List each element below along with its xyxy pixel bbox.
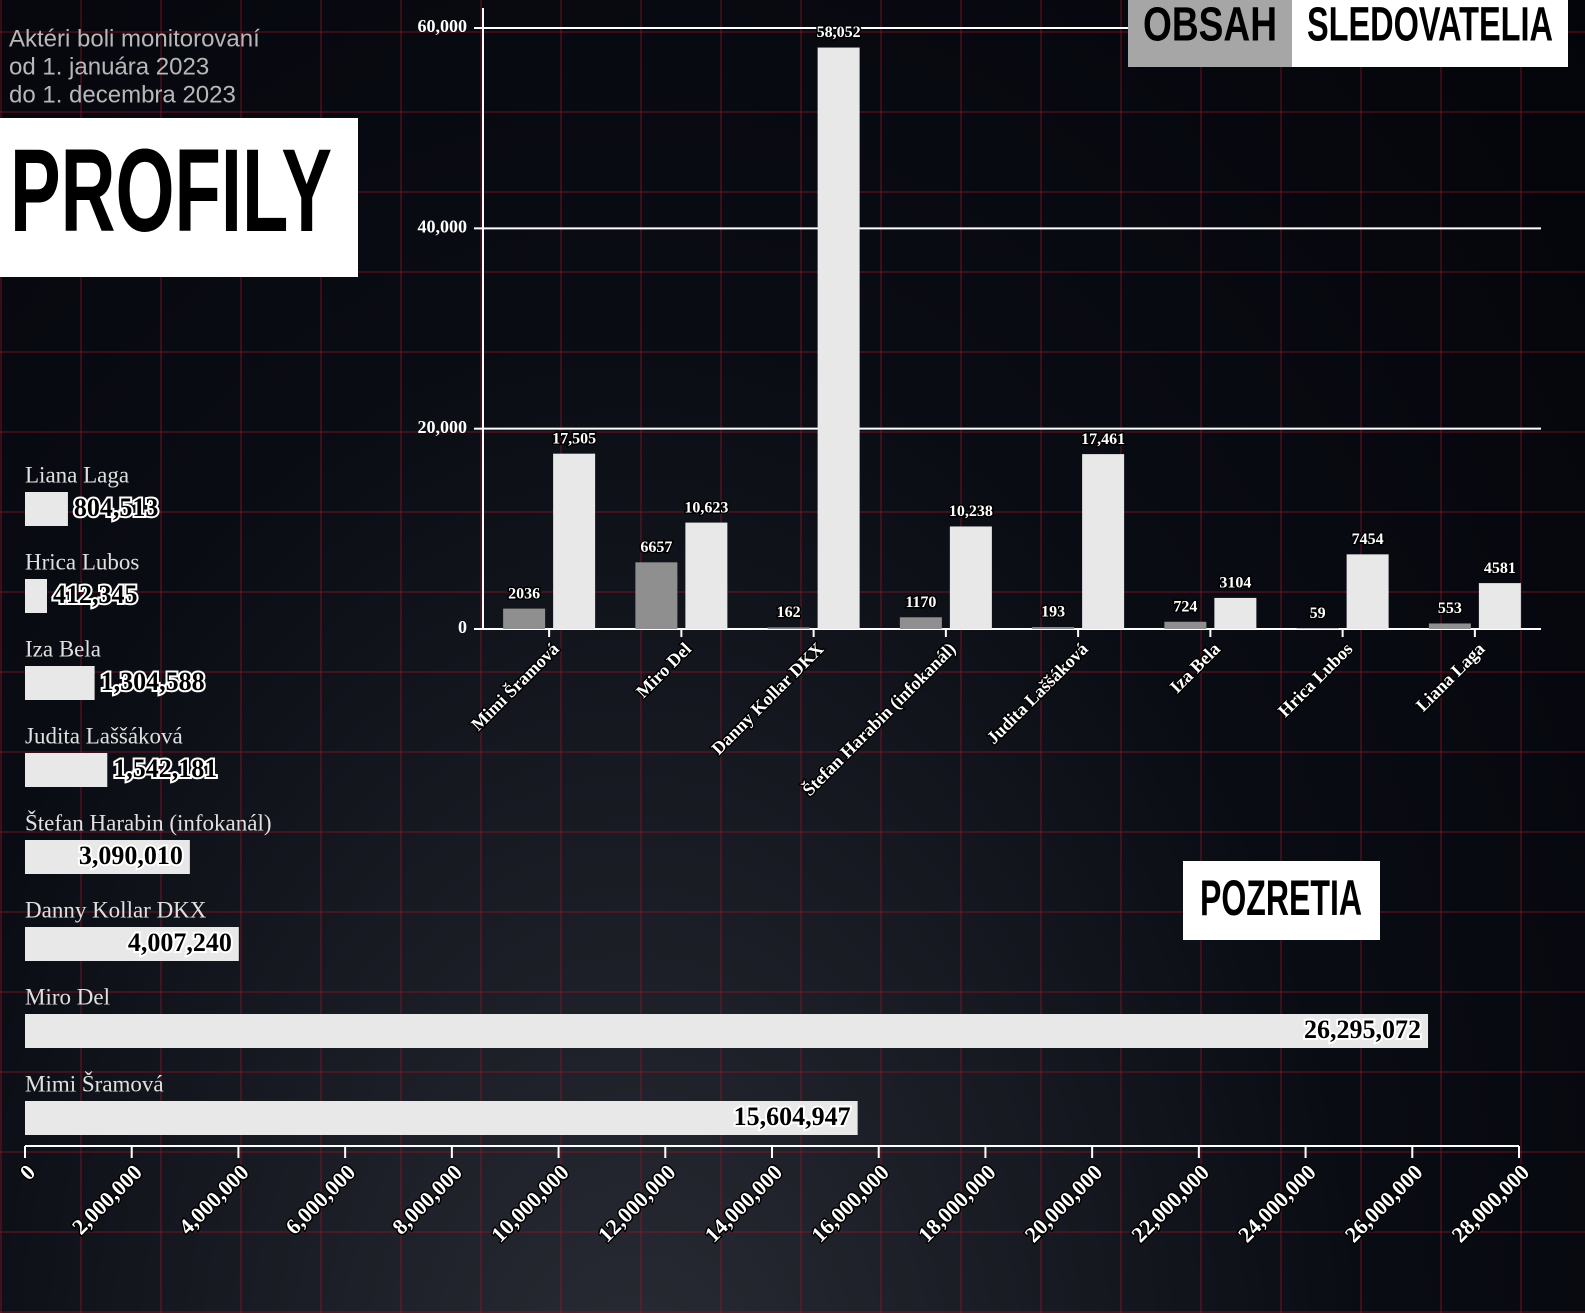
bar-value-label: 553 <box>1438 600 1462 617</box>
bar <box>1296 628 1339 629</box>
bar-value-label: 26,295,072 <box>1304 1015 1421 1044</box>
bar-value-label: 17,461 <box>1081 431 1125 448</box>
bar <box>1346 554 1389 629</box>
x-tick-label: 22,000,000 <box>1126 1159 1214 1247</box>
legend-tab[interactable] <box>1128 0 1292 67</box>
bar <box>685 522 728 629</box>
category-label: Hrica Lubos <box>25 549 139 574</box>
x-tick-label: 18,000,000 <box>913 1159 1001 1247</box>
category-label: Danny Kollar DKX <box>25 897 207 922</box>
bar <box>1082 454 1125 629</box>
y-tick-label: 60,000 <box>418 16 468 36</box>
y-tick-label: 40,000 <box>418 216 468 236</box>
y-tick-label: 0 <box>458 617 467 637</box>
bar <box>949 526 992 629</box>
category-label: Judita Laššáková <box>25 723 183 748</box>
bar-value-label: 58,052 <box>817 24 861 41</box>
bar-value-label: 1170 <box>905 594 936 611</box>
category-label: Miro Del <box>25 984 110 1009</box>
bar-value-label: 1,542,181 <box>113 754 217 783</box>
x-tick-label: 8,000,000 <box>387 1159 467 1239</box>
category-label: Mimi Šramová <box>25 1070 164 1096</box>
category-label: Liana Laga <box>25 462 129 487</box>
legend-label[interactable]: SLEDOVATELIA <box>1307 0 1553 52</box>
chart-title: POZRETIA <box>1200 870 1362 926</box>
bar-value-label: 10,238 <box>949 503 993 520</box>
bar <box>25 1014 1429 1048</box>
bar-value-label: 804,513 <box>74 493 159 522</box>
legend-tab[interactable] <box>1292 0 1568 67</box>
bar-value-label: 162 <box>777 604 801 621</box>
bar-value-label: 6657 <box>640 539 672 556</box>
x-tick-label: Mimi Šramová <box>466 638 563 735</box>
chart-title-box <box>1183 861 1380 940</box>
bar-value-label: 3,090,010 <box>79 841 183 870</box>
bar <box>25 927 239 961</box>
bar-value-label: 59 <box>1310 605 1326 622</box>
x-tick-label: 6,000,000 <box>280 1159 360 1239</box>
x-tick-label: 20,000,000 <box>1020 1159 1108 1247</box>
bar <box>767 627 810 629</box>
title-box <box>0 118 358 277</box>
bar <box>25 753 108 787</box>
x-tick-label: Miro Del <box>632 639 695 702</box>
x-tick-label: 0 <box>15 1159 40 1184</box>
x-tick-label: Danny Kollar DKX <box>707 639 827 759</box>
x-tick-label: 2,000,000 <box>67 1159 147 1239</box>
bar-value-label: 7454 <box>1352 531 1384 548</box>
bar <box>25 840 190 874</box>
x-tick-label: 28,000,000 <box>1446 1159 1534 1247</box>
x-tick-label: Hrica Lubos <box>1274 639 1356 721</box>
category-label: Štefan Harabin (infokanál) <box>25 809 272 835</box>
bar <box>25 579 48 613</box>
x-tick-label: 10,000,000 <box>486 1159 574 1247</box>
bar-value-label: 2036 <box>508 585 540 602</box>
x-tick-label: 26,000,000 <box>1340 1159 1428 1247</box>
bar <box>817 47 860 629</box>
x-tick-label: Judita Laššáková <box>983 639 1092 748</box>
bar-value-label: 10,623 <box>684 499 728 516</box>
x-tick-label: Iza Bela <box>1166 639 1224 697</box>
x-tick-label: 12,000,000 <box>593 1159 681 1247</box>
subtitle-line: Aktéri boli monitorovaní <box>9 25 260 52</box>
page-title: PROFILY <box>10 125 332 257</box>
bar-value-label: 724 <box>1173 598 1197 615</box>
bar-value-label: 4581 <box>1484 560 1516 577</box>
bar <box>25 492 68 526</box>
bar <box>1428 623 1471 629</box>
bar <box>899 617 942 629</box>
subtitle-line: do 1. decembra 2023 <box>9 81 236 108</box>
x-tick-label: Liana Laga <box>1412 639 1489 716</box>
legend-label[interactable]: OBSAH <box>1143 0 1277 52</box>
subtitle: Aktéri boli monitorovaní od 1. januára 2… <box>9 25 260 108</box>
x-tick-label: 4,000,000 <box>174 1159 254 1239</box>
bar-value-label: 15,604,947 <box>734 1102 851 1131</box>
bar <box>503 608 546 629</box>
bar-value-label: 4,007,240 <box>128 928 232 957</box>
bar <box>1164 621 1207 629</box>
subtitle-line: od 1. januára 2023 <box>9 53 209 80</box>
x-tick-label: 14,000,000 <box>699 1159 787 1247</box>
bar <box>25 1101 858 1135</box>
category-label: Iza Bela <box>25 636 101 661</box>
bar <box>553 453 596 629</box>
y-tick-label: 20,000 <box>418 417 468 437</box>
bar <box>1214 597 1257 629</box>
bar <box>635 562 678 629</box>
bar-value-label: 3104 <box>1219 575 1251 592</box>
bar-value-label: 412,345 <box>53 580 138 609</box>
x-tick-label: 16,000,000 <box>806 1159 894 1247</box>
x-tick-label: Štefan Harabin (infokanál) <box>798 638 961 801</box>
bar <box>1478 583 1521 629</box>
bar <box>1032 627 1075 629</box>
bar <box>25 666 95 700</box>
x-tick-label: 24,000,000 <box>1233 1159 1321 1247</box>
bar-value-label: 17,505 <box>552 430 596 447</box>
bar-value-label: 1,304,588 <box>101 667 205 696</box>
bar-value-label: 193 <box>1041 604 1065 621</box>
